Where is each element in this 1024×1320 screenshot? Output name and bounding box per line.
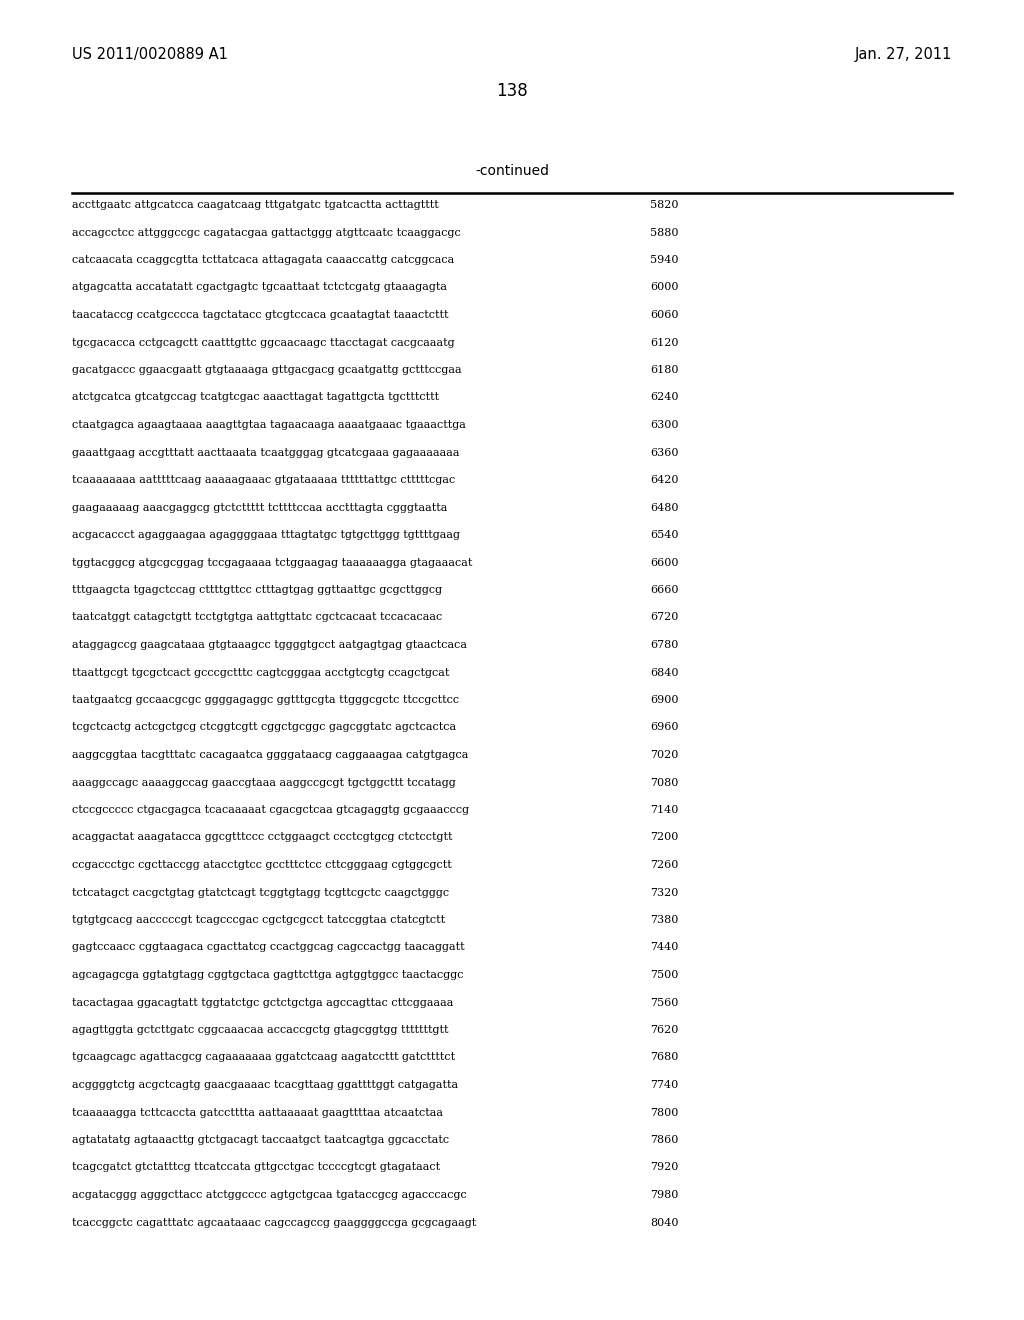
Text: ctaatgagca agaagtaaaa aaagttgtaa tagaacaaga aaaatgaaac tgaaacttga: ctaatgagca agaagtaaaa aaagttgtaa tagaaca… bbox=[72, 420, 466, 430]
Text: atctgcatca gtcatgccag tcatgtcgac aaacttagat tagattgcta tgctttcttt: atctgcatca gtcatgccag tcatgtcgac aaactta… bbox=[72, 392, 439, 403]
Text: 5820: 5820 bbox=[650, 201, 679, 210]
Text: ccgaccctgc cgcttaccgg atacctgtcc gcctttctcc cttcgggaag cgtggcgctt: ccgaccctgc cgcttaccgg atacctgtcc gcctttc… bbox=[72, 861, 452, 870]
Text: gaagaaaaag aaacgaggcg gtctcttttt tcttttccaa acctttagta cgggtaatta: gaagaaaaag aaacgaggcg gtctcttttt tcttttc… bbox=[72, 503, 447, 512]
Text: 7980: 7980 bbox=[650, 1191, 678, 1200]
Text: atgagcatta accatatatt cgactgagtc tgcaattaat tctctcgatg gtaaagagta: atgagcatta accatatatt cgactgagtc tgcaatt… bbox=[72, 282, 447, 293]
Text: taatgaatcg gccaacgcgc ggggagaggc ggtttgcgta ttgggcgctc ttccgcttcc: taatgaatcg gccaacgcgc ggggagaggc ggtttgc… bbox=[72, 696, 459, 705]
Text: 7860: 7860 bbox=[650, 1135, 678, 1144]
Text: catcaacata ccaggcgtta tcttatcaca attagagata caaaccattg catcggcaca: catcaacata ccaggcgtta tcttatcaca attagag… bbox=[72, 255, 455, 265]
Text: 7380: 7380 bbox=[650, 915, 678, 925]
Text: acgacaccct agaggaagaa agaggggaaa tttagtatgc tgtgcttggg tgttttgaag: acgacaccct agaggaagaa agaggggaaa tttagta… bbox=[72, 531, 460, 540]
Text: tcagcgatct gtctatttcg ttcatccata gttgcctgac tccccgtcgt gtagataact: tcagcgatct gtctatttcg ttcatccata gttgcct… bbox=[72, 1163, 440, 1172]
Text: 7260: 7260 bbox=[650, 861, 678, 870]
Text: gaaattgaag accgtttatt aacttaaata tcaatgggag gtcatcgaaa gagaaaaaaa: gaaattgaag accgtttatt aacttaaata tcaatgg… bbox=[72, 447, 460, 458]
Text: 6660: 6660 bbox=[650, 585, 679, 595]
Text: 6720: 6720 bbox=[650, 612, 678, 623]
Text: 6480: 6480 bbox=[650, 503, 679, 512]
Text: 5880: 5880 bbox=[650, 227, 679, 238]
Text: tcaccggctc cagatttatc agcaataaac cagccagccg gaaggggccga gcgcagaagt: tcaccggctc cagatttatc agcaataaac cagccag… bbox=[72, 1217, 476, 1228]
Text: gacatgaccc ggaacgaatt gtgtaaaaga gttgacgacg gcaatgattg gctttccgaa: gacatgaccc ggaacgaatt gtgtaaaaga gttgacg… bbox=[72, 366, 462, 375]
Text: 7020: 7020 bbox=[650, 750, 678, 760]
Text: 6840: 6840 bbox=[650, 668, 679, 677]
Text: 6540: 6540 bbox=[650, 531, 679, 540]
Text: 6600: 6600 bbox=[650, 557, 679, 568]
Text: acggggtctg acgctcagtg gaacgaaaac tcacgttaag ggattttggt catgagatta: acggggtctg acgctcagtg gaacgaaaac tcacgtt… bbox=[72, 1080, 458, 1090]
Text: tgtgtgcacg aacccccgt tcagcccgac cgctgcgcct tatccggtaa ctatcgtctt: tgtgtgcacg aacccccgt tcagcccgac cgctgcgc… bbox=[72, 915, 445, 925]
Text: aaaggccagc aaaaggccag gaaccgtaaa aaggccgcgt tgctggcttt tccatagg: aaaggccagc aaaaggccag gaaccgtaaa aaggccg… bbox=[72, 777, 456, 788]
Text: 6300: 6300 bbox=[650, 420, 679, 430]
Text: taatcatggt catagctgtt tcctgtgtga aattgttatc cgctcacaat tccacacaac: taatcatggt catagctgtt tcctgtgtga aattgtt… bbox=[72, 612, 442, 623]
Text: 7080: 7080 bbox=[650, 777, 678, 788]
Text: 6360: 6360 bbox=[650, 447, 679, 458]
Text: 6180: 6180 bbox=[650, 366, 679, 375]
Text: accttgaatc attgcatcca caagatcaag tttgatgatc tgatcactta acttagtttt: accttgaatc attgcatcca caagatcaag tttgatg… bbox=[72, 201, 438, 210]
Text: tcaaaaaaaa aatttttcaag aaaaagaaac gtgataaaaa ttttttattgc ctttttcgac: tcaaaaaaaa aatttttcaag aaaaagaaac gtgata… bbox=[72, 475, 456, 484]
Text: 6960: 6960 bbox=[650, 722, 679, 733]
Text: 8040: 8040 bbox=[650, 1217, 679, 1228]
Text: agcagagcga ggtatgtagg cggtgctaca gagttcttga agtggtggcc taactacggc: agcagagcga ggtatgtagg cggtgctaca gagttct… bbox=[72, 970, 464, 979]
Text: tcgctcactg actcgctgcg ctcggtcgtt cggctgcggc gagcggtatc agctcactca: tcgctcactg actcgctgcg ctcggtcgtt cggctgc… bbox=[72, 722, 456, 733]
Text: 7440: 7440 bbox=[650, 942, 678, 953]
Text: 7140: 7140 bbox=[650, 805, 678, 814]
Text: tgcgacacca cctgcagctt caatttgttc ggcaacaagc ttacctagat cacgcaaatg: tgcgacacca cctgcagctt caatttgttc ggcaaca… bbox=[72, 338, 455, 347]
Text: agagttggta gctcttgatc cggcaaacaa accaccgctg gtagcggtgg tttttttgtt: agagttggta gctcttgatc cggcaaacaa accaccg… bbox=[72, 1026, 449, 1035]
Text: acgatacggg agggcttacc atctggcccc agtgctgcaa tgataccgcg agacccacgc: acgatacggg agggcttacc atctggcccc agtgctg… bbox=[72, 1191, 467, 1200]
Text: tcaaaaagga tcttcaccta gatcctttta aattaaaaat gaagttttaa atcaatctaa: tcaaaaagga tcttcaccta gatcctttta aattaaa… bbox=[72, 1107, 443, 1118]
Text: 6000: 6000 bbox=[650, 282, 679, 293]
Text: ataggagccg gaagcataaa gtgtaaagcc tggggtgcct aatgagtgag gtaactcaca: ataggagccg gaagcataaa gtgtaaagcc tggggtg… bbox=[72, 640, 467, 649]
Text: 6420: 6420 bbox=[650, 475, 679, 484]
Text: ctccgccccc ctgacgagca tcacaaaaat cgacgctcaa gtcagaggtg gcgaaacccg: ctccgccccc ctgacgagca tcacaaaaat cgacgct… bbox=[72, 805, 469, 814]
Text: aaggcggtaa tacgtttatc cacagaatca ggggataacg caggaaagaa catgtgagca: aaggcggtaa tacgtttatc cacagaatca ggggata… bbox=[72, 750, 468, 760]
Text: 7560: 7560 bbox=[650, 998, 678, 1007]
Text: US 2011/0020889 A1: US 2011/0020889 A1 bbox=[72, 48, 228, 62]
Text: -continued: -continued bbox=[475, 164, 549, 178]
Text: 7740: 7740 bbox=[650, 1080, 678, 1090]
Text: 138: 138 bbox=[496, 82, 528, 100]
Text: accagcctcc attgggccgc cagatacgaa gattactggg atgttcaatc tcaaggacgc: accagcctcc attgggccgc cagatacgaa gattact… bbox=[72, 227, 461, 238]
Text: 6240: 6240 bbox=[650, 392, 679, 403]
Text: Jan. 27, 2011: Jan. 27, 2011 bbox=[855, 48, 952, 62]
Text: taacataccg ccatgcccca tagctatacc gtcgtccaca gcaatagtat taaactcttt: taacataccg ccatgcccca tagctatacc gtcgtcc… bbox=[72, 310, 449, 319]
Text: tgcaagcagc agattacgcg cagaaaaaaa ggatctcaag aagatccttt gatcttttct: tgcaagcagc agattacgcg cagaaaaaaa ggatctc… bbox=[72, 1052, 455, 1063]
Text: 5940: 5940 bbox=[650, 255, 679, 265]
Text: 6060: 6060 bbox=[650, 310, 679, 319]
Text: tttgaagcta tgagctccag cttttgttcc ctttagtgag ggttaattgc gcgcttggcg: tttgaagcta tgagctccag cttttgttcc ctttagt… bbox=[72, 585, 442, 595]
Text: 7680: 7680 bbox=[650, 1052, 678, 1063]
Text: tacactagaa ggacagtatt tggtatctgc gctctgctga agccagttac cttcggaaaa: tacactagaa ggacagtatt tggtatctgc gctctgc… bbox=[72, 998, 454, 1007]
Text: 7500: 7500 bbox=[650, 970, 678, 979]
Text: 7800: 7800 bbox=[650, 1107, 678, 1118]
Text: tctcatagct cacgctgtag gtatctcagt tcggtgtagg tcgttcgctc caagctgggc: tctcatagct cacgctgtag gtatctcagt tcggtgt… bbox=[72, 887, 450, 898]
Text: ttaattgcgt tgcgctcact gcccgctttc cagtcgggaa acctgtcgtg ccagctgcat: ttaattgcgt tgcgctcact gcccgctttc cagtcgg… bbox=[72, 668, 450, 677]
Text: agtatatatg agtaaacttg gtctgacagt taccaatgct taatcagtga ggcacctatc: agtatatatg agtaaacttg gtctgacagt taccaat… bbox=[72, 1135, 450, 1144]
Text: 6780: 6780 bbox=[650, 640, 678, 649]
Text: tggtacggcg atgcgcggag tccgagaaaa tctggaagag taaaaaagga gtagaaacat: tggtacggcg atgcgcggag tccgagaaaa tctggaa… bbox=[72, 557, 472, 568]
Text: gagtccaacc cggtaagaca cgacttatcg ccactggcag cagccactgg taacaggatt: gagtccaacc cggtaagaca cgacttatcg ccactgg… bbox=[72, 942, 465, 953]
Text: acaggactat aaagatacca ggcgtttccc cctggaagct ccctcgtgcg ctctcctgtt: acaggactat aaagatacca ggcgtttccc cctggaa… bbox=[72, 833, 453, 842]
Text: 7920: 7920 bbox=[650, 1163, 678, 1172]
Text: 6900: 6900 bbox=[650, 696, 679, 705]
Text: 7320: 7320 bbox=[650, 887, 678, 898]
Text: 6120: 6120 bbox=[650, 338, 679, 347]
Text: 7200: 7200 bbox=[650, 833, 678, 842]
Text: 7620: 7620 bbox=[650, 1026, 678, 1035]
